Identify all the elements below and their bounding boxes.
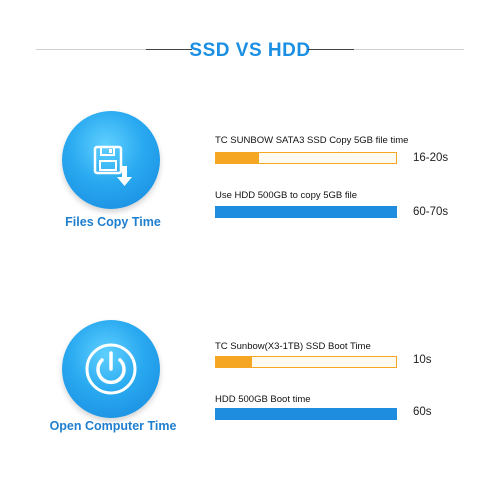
bar-value-hdd-copy: 60-70s [413,206,449,218]
bar-value-ssd-copy: 16-20s [413,152,449,164]
section-label-files-copy-time: Files Copy Time [65,215,161,229]
header-divider-left-dark [146,49,192,50]
bar-label-ssd-boot: TC Sunbow(X3-1TB) SSD Boot Time [215,341,371,352]
header-divider-left-light [36,49,146,50]
bar-label-ssd-copy: TC SUNBOW SATA3 SSD Copy 5GB file time [215,135,409,146]
section-label-open-computer-time: Open Computer Time [49,419,177,433]
bar-hdd-copy [215,206,397,218]
power-icon [62,320,160,418]
bar-fill-ssd-boot [216,357,252,367]
bar-hdd-boot [215,408,397,420]
header: SSD VS HDD [0,36,500,66]
bar-label-hdd-boot: HDD 500GB Boot time [215,394,311,405]
page-title: SSD VS HDD [189,40,311,61]
bar-value-ssd-boot: 10s [413,354,432,366]
bar-ssd-boot [215,356,397,368]
file-copy-icon [62,111,160,209]
bar-value-hdd-boot: 60s [413,406,432,418]
header-divider-right-light [354,49,464,50]
bar-fill-ssd-copy [216,153,260,163]
bar-ssd-copy [215,152,397,164]
bar-label-hdd-copy: Use HDD 500GB to copy 5GB file [215,190,358,201]
header-divider-right-dark [308,49,354,50]
